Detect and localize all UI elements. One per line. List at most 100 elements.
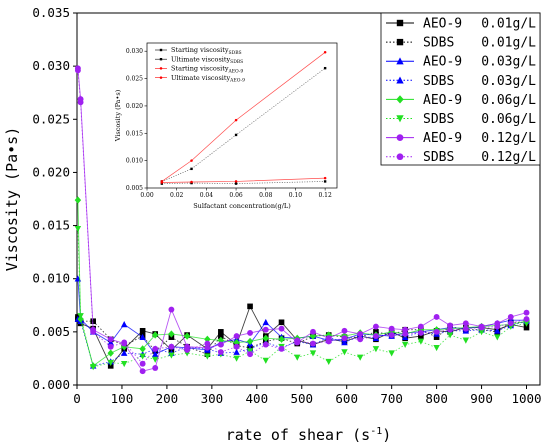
x-axis-label-text: rate of shear (s: [226, 426, 371, 444]
main-legend: AEO-9 0.01g/L SDBS 0.01g/L AEO-9 0.03g/L SDBS 0…: [380, 12, 541, 166]
data-point: [233, 348, 240, 355]
data-point: [278, 325, 285, 332]
data-point: [217, 341, 224, 348]
data-point: [90, 328, 97, 335]
x-tick-label: 300: [201, 391, 224, 406]
data-point: [523, 324, 530, 331]
data-point: [478, 324, 485, 331]
inset-legend-label: Starting viscositySDBS: [171, 46, 242, 56]
inset-y-tick-label: 0.030: [126, 48, 143, 55]
data-point: [204, 344, 211, 351]
inset-x-axis-label: Sulfactant concentration(g/L): [193, 202, 291, 210]
legend-marker: [396, 134, 404, 141]
data-point: [233, 355, 240, 362]
inset-legend-marker: [159, 76, 163, 79]
data-point: [120, 360, 128, 368]
data-point: [151, 331, 159, 339]
legend-marker: [396, 19, 404, 27]
inset-x-tick-label: 0.10: [289, 192, 303, 199]
y-tick-label: 0.005: [32, 324, 70, 339]
data-point: [151, 356, 159, 363]
legend-label: SDBS: [423, 150, 454, 165]
inset-legend-marker: [159, 67, 163, 70]
data-point: [417, 323, 424, 330]
x-tick-label: 200: [156, 391, 179, 406]
data-point: [341, 339, 348, 346]
data-point: [325, 358, 332, 365]
inset-legend-text: Ultimate viscosity: [171, 74, 230, 82]
data-point: [294, 337, 301, 344]
inset-series-3: [160, 176, 327, 184]
inset-data-point: [190, 180, 193, 184]
inset-legend-label: Ultimate viscositySDBS: [171, 55, 243, 65]
data-point: [233, 343, 240, 350]
inset-legend-label: Starting viscosityAEO-9: [171, 65, 243, 75]
data-point: [462, 337, 470, 344]
data-point: [447, 326, 454, 333]
data-point: [204, 340, 211, 347]
data-point: [262, 341, 269, 348]
data-point: [262, 334, 270, 342]
data-point: [418, 333, 424, 339]
inset-data-point: [323, 180, 327, 183]
data-point: [341, 349, 348, 356]
data-point: [89, 364, 97, 371]
data-point: [139, 345, 146, 353]
x-axis-label: rate of shear (s-1): [226, 426, 392, 444]
x-tick-label: 700: [380, 391, 403, 406]
inset-y-tick-label: 0.020: [126, 103, 143, 110]
data-point: [401, 341, 409, 348]
inset-legend-marker: [159, 58, 163, 61]
data-point: [278, 345, 285, 352]
data-point: [90, 318, 96, 325]
inset-legend-subscript: SDBS: [230, 59, 243, 65]
data-point: [417, 338, 425, 345]
data-point: [183, 332, 191, 340]
legend-conc: 0.03g/L: [481, 74, 536, 89]
legend-marker: [396, 57, 404, 65]
legend-label: AEO-9: [423, 93, 462, 108]
legend-label: AEO-9: [423, 55, 462, 70]
data-point: [120, 321, 128, 328]
y-tick-label: 0.020: [32, 164, 70, 179]
data-point: [341, 335, 348, 342]
inset-x-tick-label: 0.06: [229, 192, 243, 199]
data-point: [139, 327, 146, 334]
inset-series-line: [161, 67, 326, 182]
legend-marker: [396, 115, 404, 123]
y-tick-label: 0.030: [32, 58, 70, 73]
data-point: [168, 306, 175, 313]
data-point: [107, 343, 114, 350]
inset-x-tick-label: 0.02: [170, 192, 184, 199]
data-point: [204, 353, 211, 360]
data-point: [294, 354, 301, 361]
data-point: [77, 99, 84, 106]
x-tick-label: 800: [425, 391, 448, 406]
inset-data-point: [234, 118, 238, 122]
legend-marker: [396, 38, 404, 46]
data-point: [262, 326, 269, 333]
x-tick-label: 900: [470, 391, 493, 406]
inset-legend-text: Starting viscosity: [171, 65, 229, 73]
data-point: [372, 333, 379, 340]
data-point: [74, 196, 82, 204]
legend-conc: 0.12g/L: [481, 150, 536, 165]
inset-legend-subscript: SDBS: [229, 50, 242, 56]
data-point: [247, 303, 253, 310]
data-point: [523, 320, 530, 327]
legend-conc: 0.01g/L: [481, 36, 536, 51]
data-point: [247, 351, 254, 358]
series-line: [77, 278, 527, 355]
legend-conc: 0.12g/L: [481, 131, 536, 146]
data-point: [107, 349, 114, 357]
x-tick-label: 1000: [511, 391, 541, 406]
inset-data-point: [323, 51, 327, 54]
data-point: [447, 322, 454, 329]
inset-legend-subscript: AEO-9: [229, 78, 245, 84]
inset-data-point: [234, 133, 238, 137]
data-point: [433, 345, 440, 352]
data-point: [310, 340, 316, 347]
data-point: [184, 346, 191, 353]
data-point: [120, 349, 128, 356]
